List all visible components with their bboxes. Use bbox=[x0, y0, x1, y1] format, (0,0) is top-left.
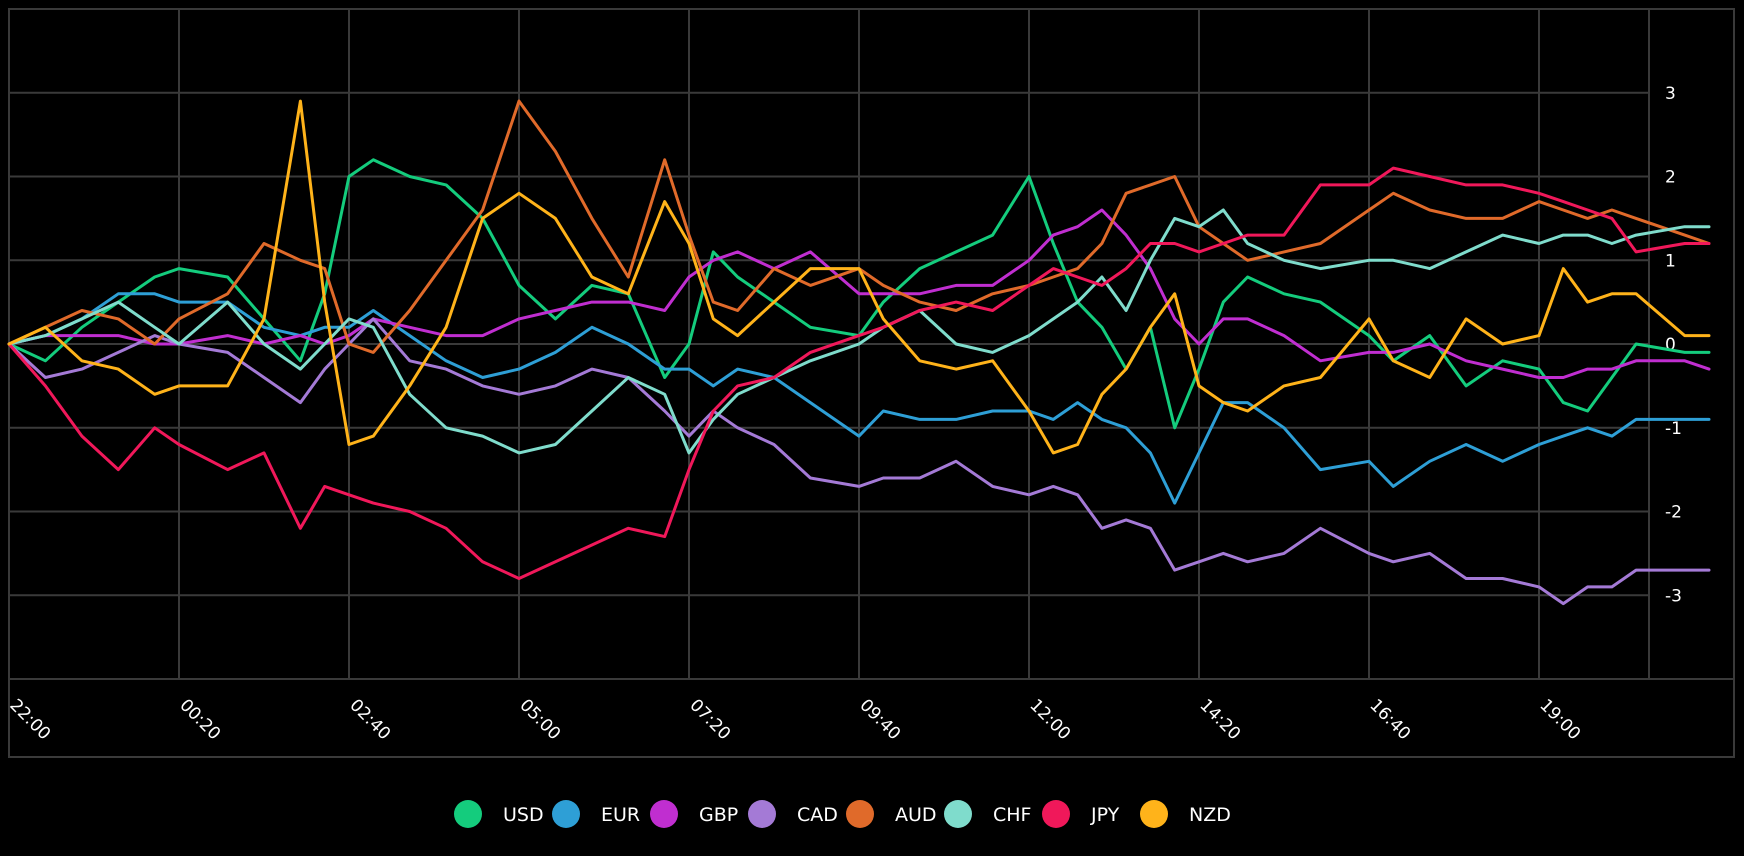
legend-label-jpy[interactable]: JPY bbox=[1090, 804, 1120, 826]
series-line-usd bbox=[7, 158, 1711, 430]
legend-label-gbp[interactable]: GBP bbox=[699, 804, 738, 826]
series-line-cad bbox=[7, 317, 1711, 606]
series-lines bbox=[7, 99, 1711, 606]
legend-marker-jpy[interactable] bbox=[1042, 800, 1070, 828]
legend-marker-gbp[interactable] bbox=[650, 800, 678, 828]
legend-marker-chf[interactable] bbox=[944, 800, 972, 828]
legend-label-aud[interactable]: AUD bbox=[895, 804, 937, 826]
legend-label-chf[interactable]: CHF bbox=[993, 804, 1031, 826]
legend-marker-usd[interactable] bbox=[454, 800, 482, 828]
y-tick-label: 3 bbox=[1665, 84, 1676, 104]
y-tick-label: 1 bbox=[1665, 251, 1676, 271]
legend-label-cad[interactable]: CAD bbox=[797, 804, 838, 826]
series-line-eur bbox=[7, 292, 1711, 505]
y-tick-label: 2 bbox=[1665, 168, 1676, 188]
y-axis: 3 2 1 0 -1 -2 -3 bbox=[1665, 84, 1682, 607]
y-tick-label: -3 bbox=[1665, 586, 1682, 606]
legend-marker-aud[interactable] bbox=[846, 800, 874, 828]
legend: USD EUR GBP CAD AUD CHF JPY NZD bbox=[454, 800, 1231, 828]
legend-label-nzd[interactable]: NZD bbox=[1189, 804, 1231, 826]
legend-label-eur[interactable]: EUR bbox=[601, 804, 640, 826]
legend-marker-cad[interactable] bbox=[748, 800, 776, 828]
legend-marker-eur[interactable] bbox=[552, 800, 580, 828]
legend-marker-nzd[interactable] bbox=[1140, 800, 1168, 828]
series-line-jpy bbox=[7, 166, 1711, 580]
y-tick-label: 0 bbox=[1665, 335, 1676, 355]
legend-label-usd[interactable]: USD bbox=[503, 804, 544, 826]
y-tick-label: -2 bbox=[1665, 503, 1682, 523]
series-line-nzd bbox=[7, 99, 1711, 455]
y-tick-label: -1 bbox=[1665, 419, 1682, 439]
